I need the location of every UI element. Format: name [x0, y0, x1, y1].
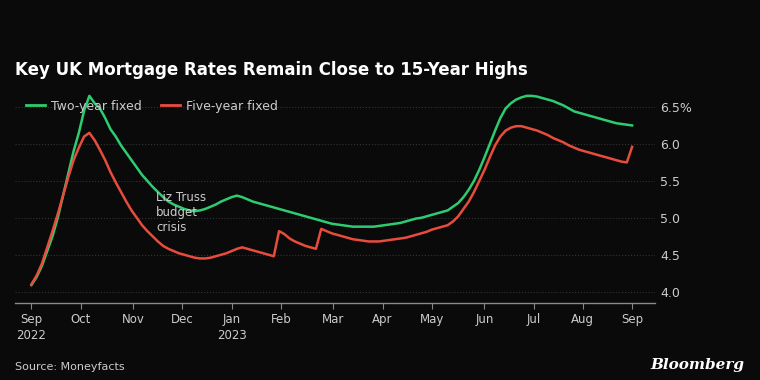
Text: Key UK Mortgage Rates Remain Close to 15-Year Highs: Key UK Mortgage Rates Remain Close to 15… [15, 60, 527, 79]
Text: Bloomberg: Bloomberg [651, 358, 745, 372]
Text: Source: Moneyfacts: Source: Moneyfacts [15, 363, 125, 372]
Legend: Two-year fixed, Five-year fixed: Two-year fixed, Five-year fixed [21, 95, 283, 118]
Text: Liz Truss
budget
crisis: Liz Truss budget crisis [157, 191, 207, 234]
